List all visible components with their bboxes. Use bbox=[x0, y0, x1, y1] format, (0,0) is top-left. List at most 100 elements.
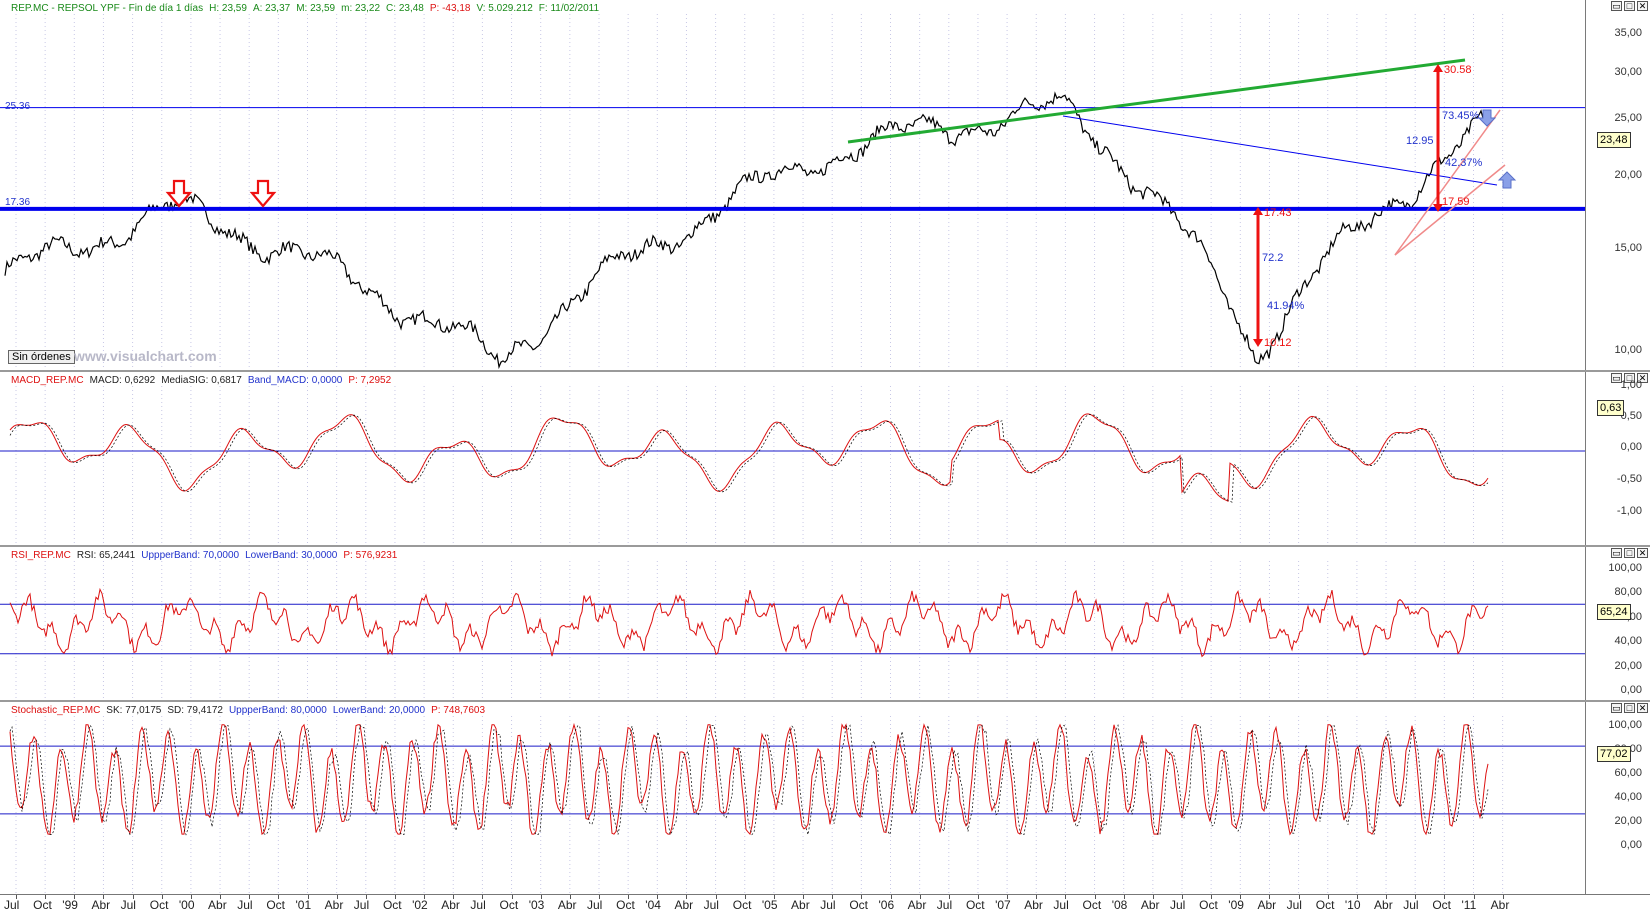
stochastic-signal-line bbox=[9, 724, 1489, 836]
x-axis-tick: Jul bbox=[1403, 898, 1419, 912]
x-axis-tick-mark bbox=[1356, 895, 1358, 899]
x-axis-tick-mark bbox=[686, 895, 688, 899]
maximize-button[interactable]: □ bbox=[1624, 703, 1635, 713]
rally-label: 72.2 bbox=[1262, 252, 1284, 264]
panel-separator[interactable] bbox=[0, 700, 1650, 702]
x-axis-tick-mark bbox=[161, 895, 163, 899]
stochastic-points-value: P: 748,7603 bbox=[431, 705, 486, 716]
close-button[interactable]: ✕ bbox=[1637, 1, 1648, 11]
x-axis-tick: '06 bbox=[878, 898, 895, 912]
y-tick: 100,00 bbox=[1608, 719, 1642, 731]
channel-lower-line bbox=[1394, 164, 1506, 256]
green-trend-line bbox=[847, 58, 1466, 144]
x-axis-tick-mark bbox=[1327, 895, 1329, 899]
x-axis-tick-mark bbox=[1269, 895, 1271, 899]
close-button[interactable]: ✕ bbox=[1637, 548, 1648, 558]
stochastic-sd-value: SD: 79,4172 bbox=[167, 705, 223, 716]
maximize-button[interactable]: □ bbox=[1624, 1, 1635, 11]
minimize-button[interactable]: ▭ bbox=[1611, 548, 1622, 558]
x-axis-tick: '01 bbox=[295, 898, 312, 912]
arrow-head bbox=[1433, 64, 1443, 72]
current-macd-label: 0,63 bbox=[1597, 400, 1625, 416]
panel-separator[interactable] bbox=[0, 370, 1650, 372]
x-axis-tick-mark bbox=[773, 895, 775, 899]
price-plot-area[interactable] bbox=[0, 0, 1586, 372]
x-axis-tick-mark bbox=[190, 895, 192, 899]
percent-label: 42.37% bbox=[1445, 157, 1483, 169]
close-button[interactable]: ✕ bbox=[1637, 703, 1648, 713]
stochastic-plot-area[interactable] bbox=[0, 702, 1586, 894]
x-axis-tick-mark bbox=[890, 895, 892, 899]
macd-title: MACD_REP.MC bbox=[11, 375, 84, 386]
x-axis-tick: '11 bbox=[1461, 898, 1477, 912]
x-axis-tick-mark bbox=[919, 895, 921, 899]
macd-signal-value: MediaSIG: 0,6817 bbox=[161, 375, 242, 386]
channel-upper-line bbox=[1394, 109, 1501, 256]
stochastic-sk-value: SK: 77,0175 bbox=[106, 705, 162, 716]
rsi-value: RSI: 65,2441 bbox=[76, 550, 136, 561]
gain-percent-label: 73.45% bbox=[1442, 110, 1480, 122]
time-axis[interactable]: Jul Oct '99 Abr Jul Oct '00 Abr Jul Oct '01 Abr Jul O… bbox=[0, 894, 1650, 915]
x-axis-tick-mark bbox=[948, 895, 950, 899]
x-axis-tick: Oct bbox=[849, 898, 869, 912]
x-axis-tick: Jul bbox=[120, 898, 136, 912]
buy-signal-arrow-icon bbox=[1497, 171, 1517, 189]
macd-plot-area[interactable] bbox=[0, 372, 1586, 546]
stochastic-panel: Stochastic_REP.MC SK: 77,0175 SD: 79,4172 U… bbox=[0, 702, 1650, 894]
x-axis-tick: Oct bbox=[1082, 898, 1102, 912]
panel-separator[interactable] bbox=[0, 545, 1650, 547]
x-axis-tick-mark bbox=[1415, 895, 1417, 899]
symbol-label: REP.MC - REPSOL YPF - Fin de día 1 días bbox=[11, 3, 204, 14]
x-axis-tick: Abr bbox=[1490, 898, 1510, 912]
stochastic-chart bbox=[0, 716, 1585, 894]
x-axis-tick: Abr bbox=[91, 898, 111, 912]
x-axis-tick: Abr bbox=[907, 898, 927, 912]
x-axis-tick: '07 bbox=[995, 898, 1011, 912]
y-tick: -0,50 bbox=[1616, 473, 1642, 485]
x-axis-tick: Oct bbox=[1199, 898, 1218, 912]
level-low-label: 17.36 bbox=[5, 197, 31, 208]
rsi-points-value: P: 576,9231 bbox=[343, 550, 398, 561]
x-axis-tick-mark bbox=[365, 895, 367, 899]
max-value: M: 23,59 bbox=[296, 3, 336, 14]
rally-percent-label: 41.94% bbox=[1267, 300, 1305, 312]
macd-chart bbox=[0, 386, 1585, 546]
y-tick: 30,00 bbox=[1614, 66, 1642, 78]
minimize-button[interactable]: ▭ bbox=[1611, 1, 1622, 11]
maximize-button[interactable]: □ bbox=[1624, 548, 1635, 558]
x-axis-tick: Jul bbox=[1053, 898, 1069, 912]
x-axis-tick: Abr bbox=[791, 898, 810, 912]
price-header: REP.MC - REPSOL YPF - Fin de día 1 días H… bbox=[11, 3, 605, 14]
maximize-button[interactable]: □ bbox=[1624, 373, 1635, 383]
x-axis-tick-mark bbox=[1007, 895, 1009, 899]
rsi-header: RSI_REP.MC RSI: 65,2441 UppperBand: 70,000… bbox=[11, 550, 403, 561]
sin-ordenes-button[interactable]: Sin órdenes bbox=[8, 350, 75, 364]
x-axis-tick-mark bbox=[394, 895, 396, 899]
y-tick: 25,00 bbox=[1614, 112, 1642, 124]
x-axis-tick-mark bbox=[249, 895, 251, 899]
rsi-panel: RSI_REP.MC RSI: 65,2441 UppperBand: 70,000… bbox=[0, 547, 1650, 701]
target-price-label: 30.58 bbox=[1444, 64, 1472, 76]
y-tick: 35,00 bbox=[1614, 27, 1642, 39]
peak-down-arrow-icon bbox=[165, 179, 193, 208]
y-tick: 40,00 bbox=[1614, 791, 1642, 803]
macd-panel: MACD_REP.MC MACD: 0,6292 MediaSIG: 0,6817 B… bbox=[0, 372, 1650, 546]
x-axis-tick-mark bbox=[453, 895, 455, 899]
x-axis-tick-mark bbox=[1240, 895, 1242, 899]
y-tick: 100,00 bbox=[1608, 562, 1642, 574]
price-chart bbox=[0, 14, 1585, 372]
x-axis-tick-mark bbox=[74, 895, 76, 899]
x-axis-tick: Abr bbox=[674, 898, 694, 912]
minimize-button[interactable]: ▭ bbox=[1611, 703, 1622, 713]
y-tick: 0,00 bbox=[1620, 684, 1642, 696]
close-value: C: 23,48 bbox=[386, 3, 424, 14]
rsi-plot-area[interactable] bbox=[0, 547, 1586, 701]
x-axis-tick: Oct bbox=[33, 898, 52, 912]
x-axis-tick-mark bbox=[657, 895, 659, 899]
x-axis-tick: Abr bbox=[208, 898, 227, 912]
minimize-button[interactable]: ▭ bbox=[1611, 373, 1622, 383]
x-axis-tick-mark bbox=[1502, 895, 1504, 899]
x-axis-tick-mark bbox=[1182, 895, 1183, 899]
current-stochastic-label: 77,02 bbox=[1597, 746, 1631, 762]
close-button[interactable]: ✕ bbox=[1637, 373, 1648, 383]
